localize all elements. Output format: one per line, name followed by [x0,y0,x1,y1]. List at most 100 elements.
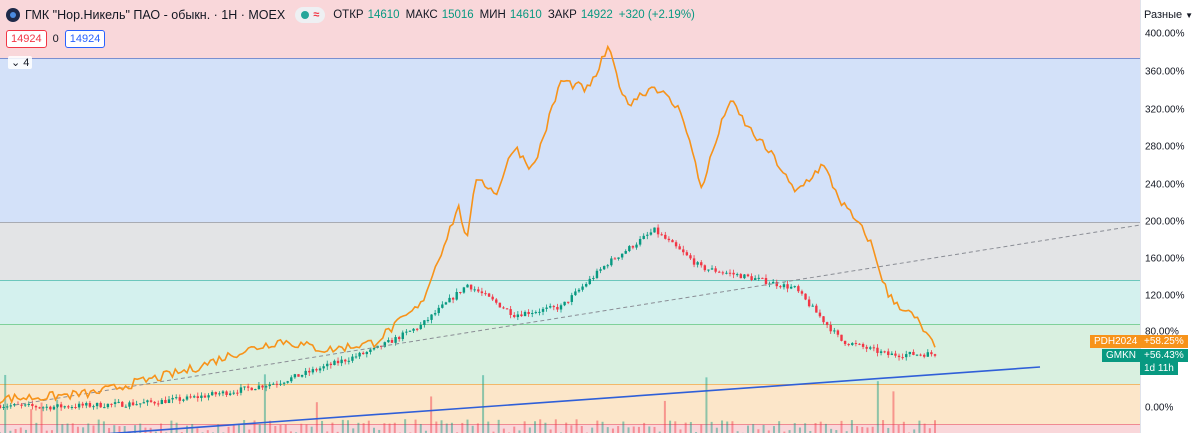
candle-body [157,403,160,405]
candle-body [444,302,448,305]
price-chart[interactable] [0,0,1140,433]
candle-body [905,354,908,358]
candle-body [638,238,642,245]
volume-bar [902,421,905,433]
candle-body [466,284,469,288]
volume-bar [237,423,240,433]
status-pill[interactable]: ≈ [295,7,326,23]
candle-body [304,370,307,375]
candle-body [732,272,735,275]
volume-bar [798,427,801,433]
candle-body [678,246,681,250]
volume-bar [4,374,7,433]
volume-bar [736,431,739,433]
volume-bar [30,409,33,433]
candle-body [797,286,800,292]
volume-bar [186,425,188,433]
candle-body [171,397,174,400]
candle-body [236,392,239,394]
candle-body [527,311,530,315]
volume-bar [248,429,251,433]
axis-tick: 360.00% [1145,66,1185,78]
candle-body [131,402,135,406]
candle-body [459,291,462,293]
candle-body [584,284,588,287]
candle-body [318,368,322,371]
candle-body [441,304,444,308]
trend-line[interactable] [20,366,1041,433]
volume-bar [50,430,53,433]
volume-bar [321,420,324,433]
volume-bar [108,427,111,433]
candle-body [70,406,74,408]
candle-body [52,406,56,410]
candle-body [397,337,401,340]
candle-body [628,246,631,252]
candle-body [883,351,886,353]
candle-body [923,354,926,357]
candle-body [261,385,264,388]
sell-button[interactable]: 14924 [6,30,47,48]
candle-body [876,347,879,353]
level-line [0,324,1140,325]
volume-bar [523,421,526,433]
volume-bar [850,420,853,433]
trade-panel: 14924 0 14924 [6,30,106,48]
volume-bar [570,425,573,433]
candle-body [793,286,796,288]
candle-body [275,383,279,385]
candle-body [106,403,110,408]
candle-body [67,406,70,408]
volume-bar [747,425,749,433]
candle-body [566,301,570,303]
scale-mode-button[interactable]: Разные ▼ [1142,8,1196,22]
volume-bar [856,426,859,433]
volume-bar [56,399,59,433]
buy-button[interactable]: 14924 [64,30,106,48]
volume-bar [679,429,682,433]
axis-tick: 200.00% [1145,216,1185,228]
candle-body [516,314,520,318]
candle-body [804,293,807,300]
candle-body [725,272,728,274]
volume-bar [913,429,916,433]
ohlc-key: ЗАКР [547,9,577,21]
symbol-title[interactable]: ГМК "Нор.Никель" ПАО - обыкн. · 1Н · MOE… [25,8,286,22]
trend-line-dashed [14,224,1140,406]
candle-body [369,349,372,352]
band-gray [0,222,1140,280]
candle-body [2,406,5,408]
candle-body [462,287,466,293]
volume-bar [492,431,495,433]
axis-tick: 280.00% [1145,141,1185,153]
volume-bar [518,430,521,433]
volume-bar [663,400,666,433]
candle-body [390,340,394,343]
volume-bar [731,421,734,433]
candle-body [408,330,412,332]
volume-bar [632,426,635,433]
candle-body [764,278,768,285]
volume-bar [596,420,599,433]
candle-body [5,406,9,408]
ohlc-value: 14610 [367,9,400,21]
candle-body [405,331,408,333]
candle-body [45,406,48,408]
candle-body [671,240,674,243]
indicators-toggle[interactable]: ⌄ 4 [8,56,33,69]
compare-line [0,44,936,405]
volume-bar [289,431,292,433]
candle-body [822,316,825,323]
candle-body [861,344,865,347]
volume-bar [471,425,474,433]
volume-bar [591,427,594,433]
candle-body [189,396,192,398]
level-line [0,58,1140,59]
candle-body [631,246,635,248]
candle-body [933,354,937,356]
candle-body [825,322,829,325]
candle-body [692,258,696,265]
candle-body [782,284,786,288]
symbol-legend[interactable]: ГМК "Нор.Никель" ПАО - обыкн. · 1Н · MOE… [6,6,697,24]
